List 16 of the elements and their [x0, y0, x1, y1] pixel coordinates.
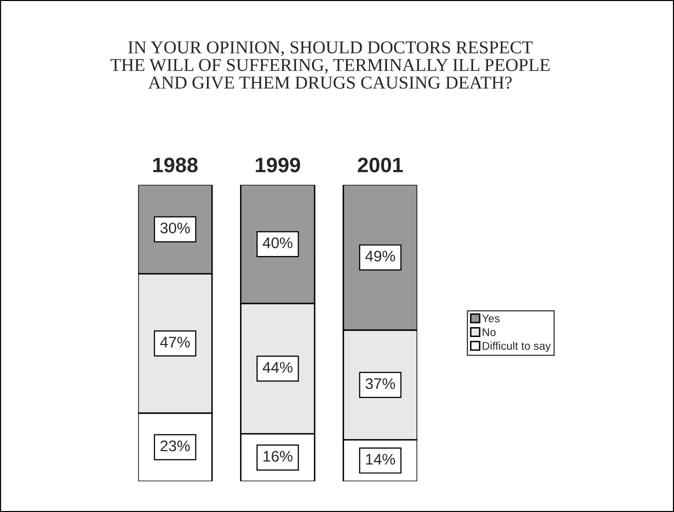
data-label: 44%: [262, 362, 292, 373]
x-tick-label: 1988: [153, 158, 198, 172]
data-label: 37%: [366, 378, 396, 390]
data-label: 16%: [264, 450, 292, 462]
legend-label: Difficult to say: [482, 342, 551, 352]
data-label: 49%: [365, 250, 396, 262]
chart-title: IN YOUR OPINION, SHOULD DOCTORS RESPECT THE WILL OF SUFFERING, TERMINALLY ILL PEOPLE AND GIVE THEM DRUGS CAUSING DEATH?: [110, 41, 550, 89]
data-label: 14%: [366, 454, 396, 465]
data-label: 47%: [160, 336, 190, 348]
data-label: 40%: [262, 237, 292, 248]
data-label: 23%: [160, 440, 190, 452]
data-label: 30%: [160, 222, 190, 234]
x-tick-label: 2001: [358, 158, 403, 172]
x-tick-label: 1999: [256, 158, 300, 172]
legend-label: No: [482, 328, 496, 336]
legend-label: Yes: [482, 314, 500, 322]
